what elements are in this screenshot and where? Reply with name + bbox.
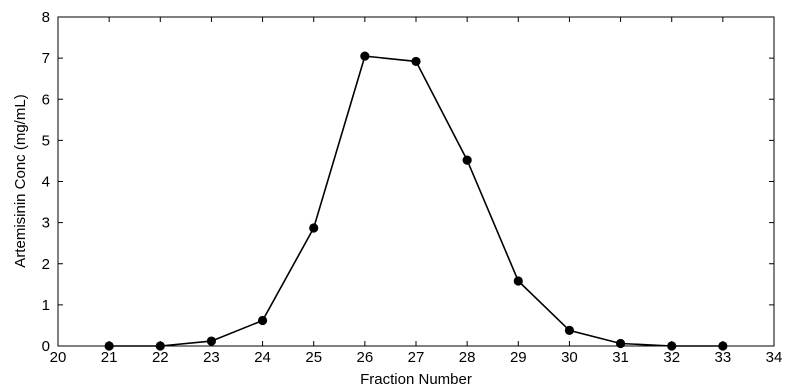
y-tick-label: 5	[42, 132, 50, 149]
x-tick-label: 28	[459, 349, 476, 366]
y-axis-title: Artemisinin Conc (mg/mL)	[12, 94, 29, 267]
y-axis: 0 1 2 3 4 5 6 7 8	[42, 9, 774, 355]
y-tick-label: 2	[42, 256, 50, 273]
data-point	[411, 56, 421, 67]
y-tick-label: 4	[42, 174, 50, 191]
y-tick-label: 6	[42, 91, 50, 108]
x-tick-label: 29	[510, 349, 527, 366]
data-point	[206, 336, 217, 346]
x-tick-label: 32	[663, 349, 680, 366]
plot-area	[57, 16, 775, 347]
x-tick-label: 20	[50, 349, 67, 366]
x-tick-label: 24	[254, 349, 271, 366]
y-tick-label: 1	[42, 297, 50, 314]
x-tick-label: 25	[305, 349, 322, 366]
y-tick-label: 7	[42, 50, 50, 67]
x-tick-label: 33	[715, 349, 732, 366]
data-point	[718, 341, 728, 351]
data-point	[104, 341, 114, 351]
data-point	[257, 315, 268, 326]
series-layer	[104, 51, 728, 351]
data-point	[360, 51, 370, 61]
x-tick-label: 31	[612, 349, 629, 366]
data-point	[615, 338, 626, 349]
y-tick-label: 3	[42, 215, 50, 232]
x-tick-label: 27	[408, 349, 425, 366]
data-point	[667, 341, 677, 351]
y-tick-label: 0	[42, 338, 50, 355]
data-point	[513, 276, 523, 286]
x-axis: 20 21 22 23 24 25 26 27 28 29 30 31 32 33 34	[50, 17, 783, 366]
x-tick-label: 34	[766, 349, 783, 366]
data-point	[462, 155, 472, 165]
x-tick-label: 30	[561, 349, 578, 366]
x-axis-title: Fraction Number	[360, 371, 472, 387]
x-tick-label: 23	[203, 349, 220, 366]
y-tick-label: 8	[42, 9, 50, 26]
x-tick-label: 21	[101, 349, 118, 366]
x-tick-label: 26	[357, 349, 374, 366]
data-point	[309, 223, 319, 233]
x-tick-label: 22	[152, 349, 169, 366]
data-point	[155, 341, 165, 351]
data-point	[564, 325, 575, 335]
